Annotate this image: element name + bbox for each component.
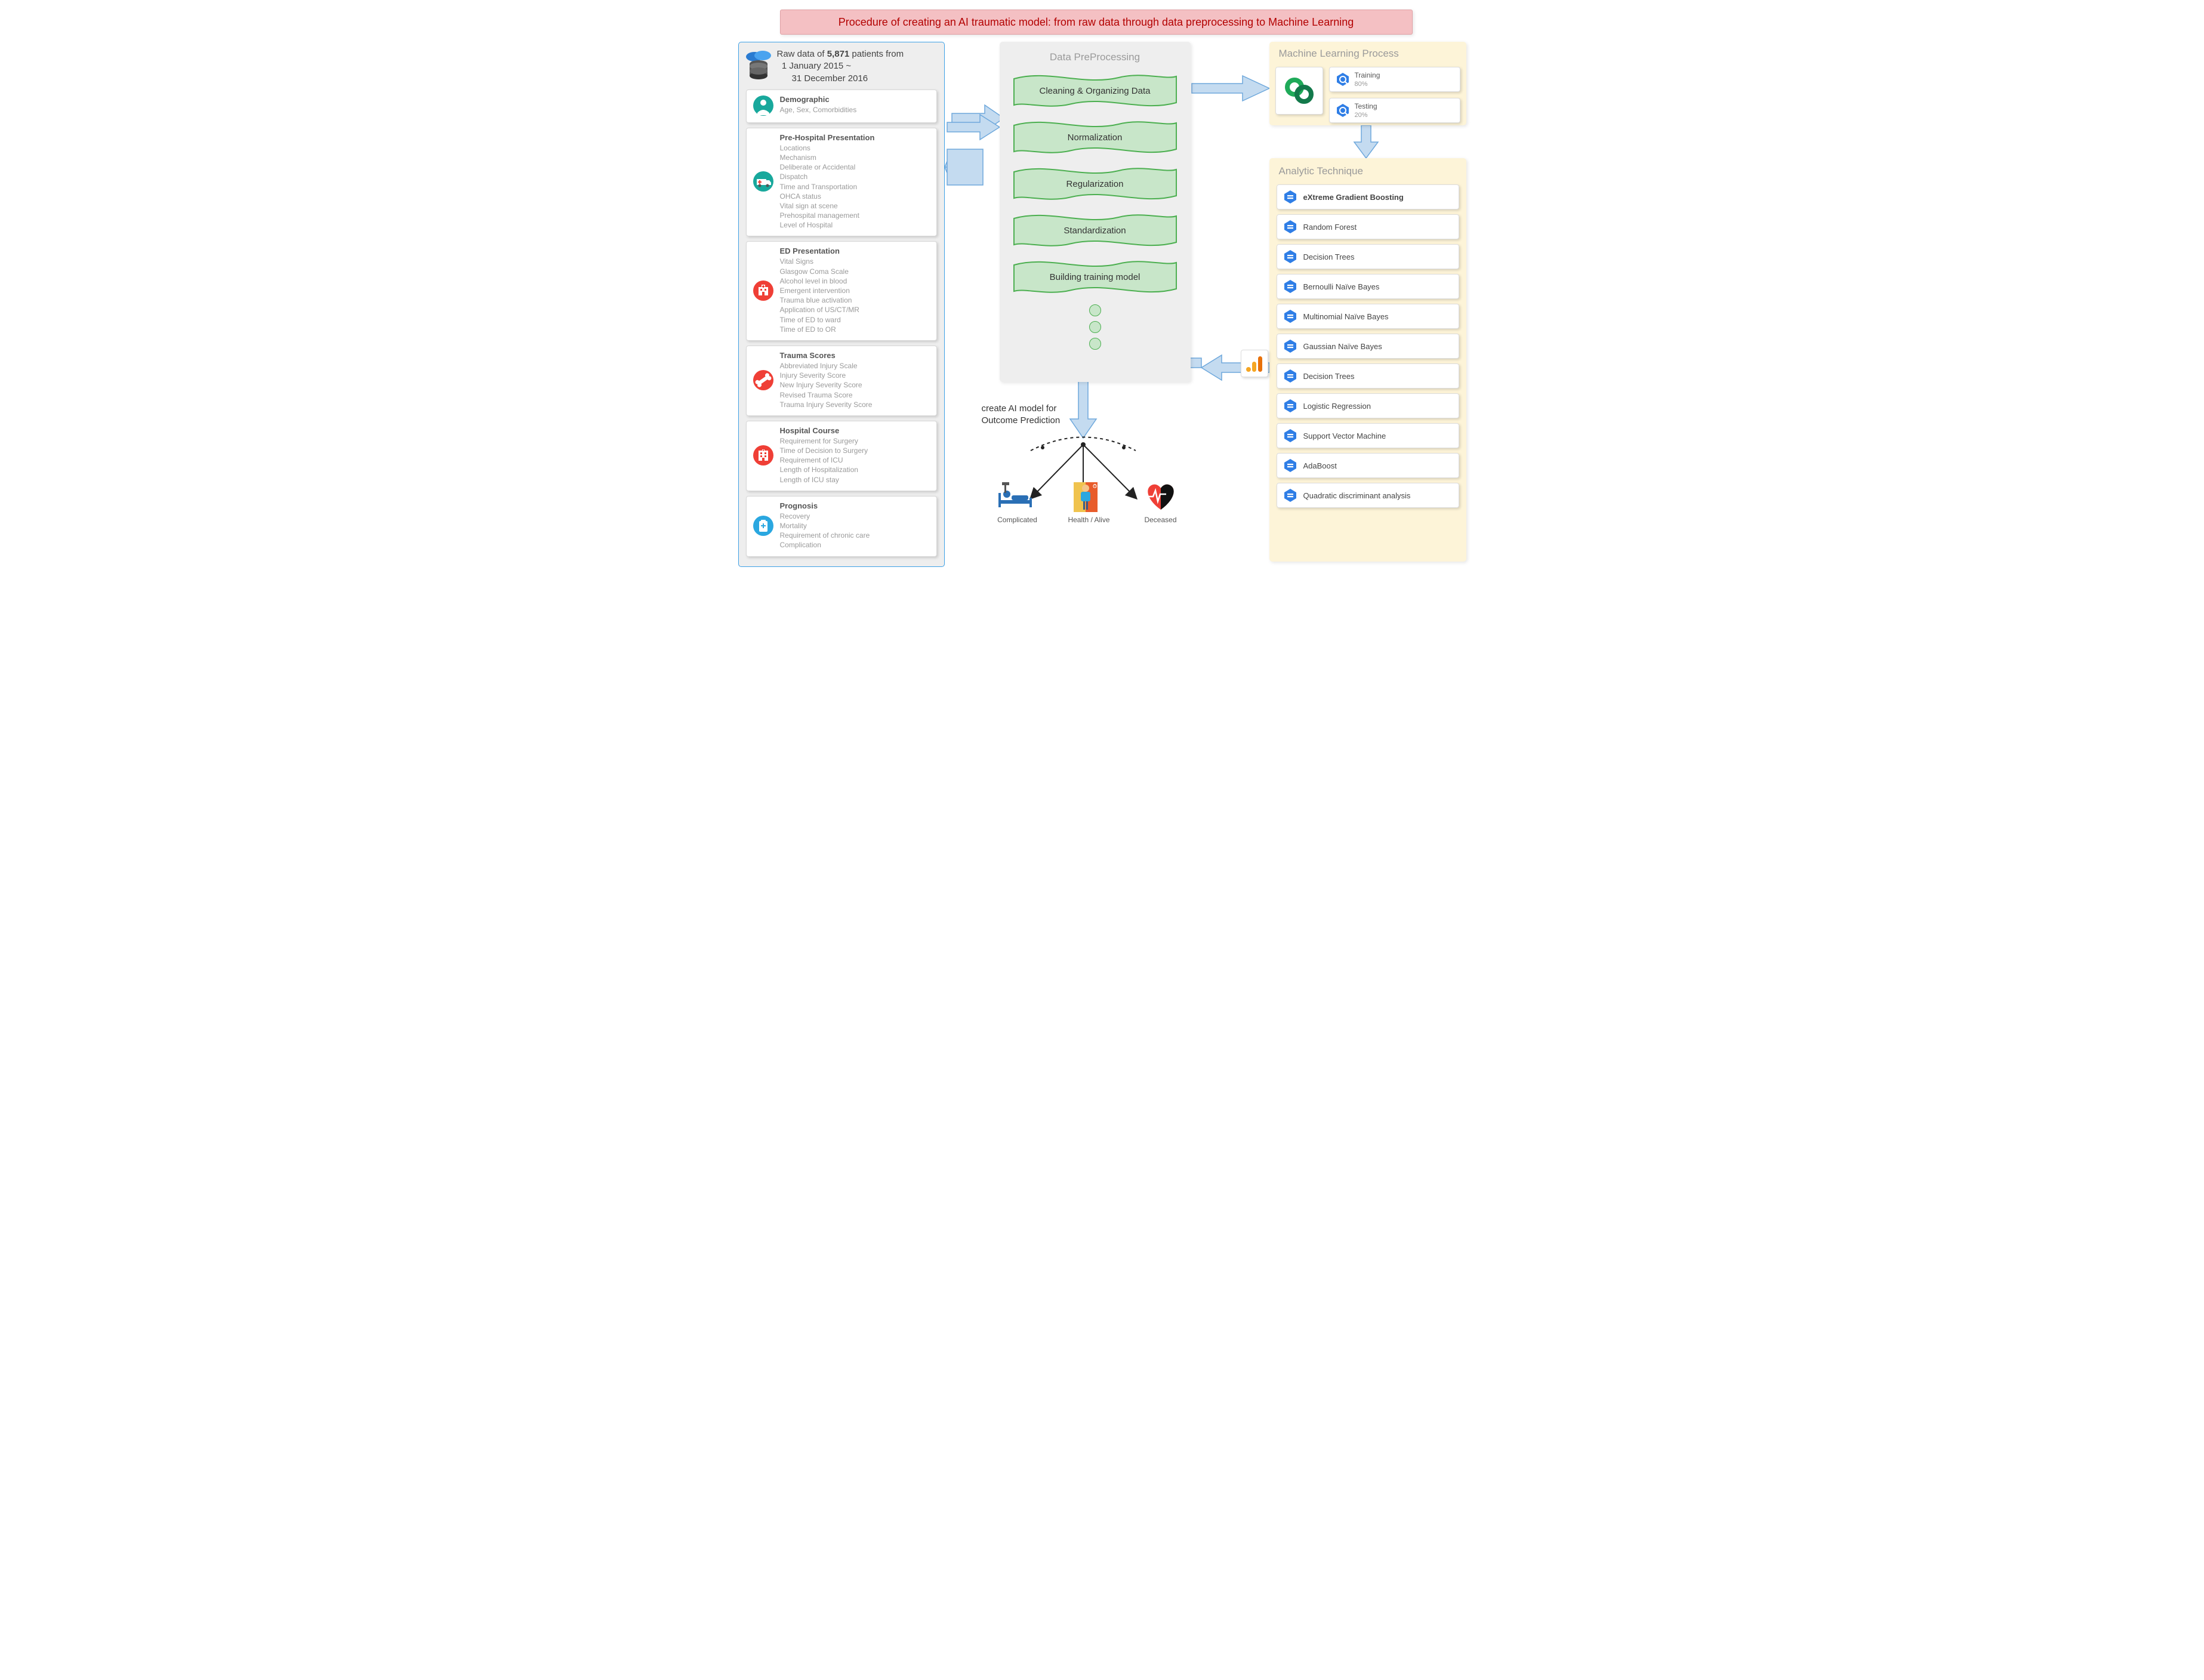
raw-card-title: Demographic bbox=[780, 95, 930, 104]
raw-card: Trauma Scores Abbreviated Injury ScaleIn… bbox=[746, 346, 937, 416]
analytic-technique-label: Logistic Regression bbox=[1303, 402, 1371, 411]
preprocess-step: Standardization bbox=[1013, 211, 1177, 249]
preprocess-step-label: Standardization bbox=[1064, 226, 1126, 236]
raw-card-title: Hospital Course bbox=[780, 426, 930, 435]
training-chip: Training80% bbox=[1329, 67, 1460, 92]
hex-icon bbox=[1283, 399, 1297, 413]
analytic-technique-panel: Analytic Technique eXtreme Gradient Boos… bbox=[1269, 158, 1466, 562]
analytic-technique-label: Decision Trees bbox=[1303, 372, 1355, 381]
testing-chip: Testing20% bbox=[1329, 98, 1460, 123]
hex-icon bbox=[1336, 72, 1350, 87]
hex-icon bbox=[1283, 279, 1297, 294]
analytic-technique-label: Random Forest bbox=[1303, 223, 1357, 232]
analytic-technique-item: AdaBoost bbox=[1277, 453, 1459, 478]
ml-process-panel: Machine Learning Process Training80% bbox=[1269, 42, 1466, 125]
hex-icon bbox=[1336, 103, 1350, 118]
analytic-technique-item: Decision Trees bbox=[1277, 363, 1459, 389]
analytic-technique-item: Gaussian Naïve Bayes bbox=[1277, 334, 1459, 359]
raw-card-sub: Age, Sex, Comorbidities bbox=[780, 105, 930, 115]
ml-process-title: Machine Learning Process bbox=[1279, 48, 1460, 60]
analytic-technique-item: Multinomial Naïve Bayes bbox=[1277, 304, 1459, 329]
preprocess-step: Regularization bbox=[1013, 165, 1177, 203]
hex-icon bbox=[1283, 190, 1297, 204]
outcome-label: Deceased bbox=[1140, 516, 1182, 524]
raw-card-title: Pre-Hospital Presentation bbox=[780, 133, 930, 142]
ambulance-icon bbox=[753, 133, 774, 230]
analytic-title: Analytic Technique bbox=[1279, 165, 1460, 177]
preprocess-step-label: Regularization bbox=[1066, 179, 1124, 189]
hex-icon bbox=[1283, 249, 1297, 264]
outcome-item: Deceased bbox=[1140, 480, 1182, 524]
analytic-technique-label: Multinomial Naïve Bayes bbox=[1303, 312, 1389, 321]
raw-card-title: Prognosis bbox=[780, 501, 930, 510]
analytic-technique-item: Decision Trees bbox=[1277, 244, 1459, 269]
raw-card: Demographic Age, Sex, Comorbidities bbox=[746, 90, 937, 123]
hospital-icon bbox=[753, 246, 774, 334]
raw-data-panel: Raw data of 5,871 patients from 1 Januar… bbox=[738, 42, 945, 567]
raw-card: Hospital Course Requirement for SurgeryT… bbox=[746, 421, 937, 491]
outcome-item: Health / Alive bbox=[1068, 480, 1109, 524]
raw-card-sub: Abbreviated Injury ScaleInjury Severity … bbox=[780, 361, 930, 409]
analytic-technique-label: Gaussian Naïve Bayes bbox=[1303, 342, 1382, 351]
raw-card: ED Presentation Vital SignsGlasgow Coma … bbox=[746, 241, 937, 341]
raw-card: Prognosis RecoveryMortalityRequirement o… bbox=[746, 496, 937, 557]
raw-data-header: Raw data of 5,871 patients from 1 Januar… bbox=[777, 48, 904, 85]
clipboard-icon bbox=[753, 501, 774, 550]
building-icon bbox=[753, 426, 774, 485]
raw-card: Pre-Hospital Presentation LocationsMecha… bbox=[746, 128, 937, 237]
hex-icon bbox=[1283, 429, 1297, 443]
hex-icon bbox=[1283, 309, 1297, 323]
preprocess-step: Normalization bbox=[1013, 118, 1177, 156]
analytic-technique-label: Quadratic discriminant analysis bbox=[1303, 491, 1411, 500]
raw-card-sub: Vital SignsGlasgow Coma ScaleAlcohol lev… bbox=[780, 257, 930, 334]
raw-card-sub: Requirement for SurgeryTime of Decision … bbox=[780, 436, 930, 485]
database-icon bbox=[745, 48, 772, 82]
hex-icon bbox=[1283, 458, 1297, 473]
preprocess-step-label: Normalization bbox=[1068, 132, 1123, 143]
analytics-icon bbox=[1241, 350, 1268, 377]
hex-icon bbox=[1283, 339, 1297, 353]
outcome-item: Complicated bbox=[996, 480, 1038, 524]
healthy-icon bbox=[1068, 480, 1109, 513]
bed-icon bbox=[996, 480, 1038, 513]
outcome-title: create AI model for Outcome Prediction bbox=[982, 403, 1197, 426]
preprocess-step: Cleaning & Organizing Data bbox=[1013, 72, 1177, 110]
preprocessing-title: Data PreProcessing bbox=[1010, 51, 1180, 63]
raw-card-sub: RecoveryMortalityRequirement of chronic … bbox=[780, 511, 930, 550]
outcome-label: Complicated bbox=[996, 516, 1038, 524]
analytic-technique-item: Random Forest bbox=[1277, 214, 1459, 239]
analytic-technique-label: eXtreme Gradient Boosting bbox=[1303, 193, 1404, 202]
preprocess-step-label: Cleaning & Organizing Data bbox=[1040, 86, 1151, 96]
analytic-technique-label: AdaBoost bbox=[1303, 461, 1337, 470]
page-title: Procedure of creating an AI traumatic mo… bbox=[780, 10, 1413, 35]
ml-pipeline-icon bbox=[1275, 67, 1323, 115]
hex-icon bbox=[1283, 369, 1297, 383]
preprocess-step-label: Building training model bbox=[1050, 272, 1140, 282]
preprocessing-panel: Data PreProcessing Cleaning & Organizing… bbox=[1000, 42, 1191, 382]
analytic-technique-item: Bernoulli Naïve Bayes bbox=[1277, 274, 1459, 299]
outcome-label: Health / Alive bbox=[1068, 516, 1109, 524]
analytic-technique-item: Quadratic discriminant analysis bbox=[1277, 483, 1459, 508]
analytic-technique-label: Support Vector Machine bbox=[1303, 431, 1386, 440]
heart-icon bbox=[1140, 480, 1182, 513]
user-icon bbox=[753, 95, 774, 116]
raw-card-title: Trauma Scores bbox=[780, 351, 930, 360]
hex-icon bbox=[1283, 220, 1297, 234]
analytic-technique-item: Support Vector Machine bbox=[1277, 423, 1459, 448]
analytic-technique-item: Logistic Regression bbox=[1277, 393, 1459, 418]
analytic-technique-item: eXtreme Gradient Boosting bbox=[1277, 184, 1459, 209]
raw-card-title: ED Presentation bbox=[780, 246, 930, 255]
outcome-panel: create AI model for Outcome Prediction C… bbox=[982, 403, 1197, 524]
raw-card-sub: LocationsMechanismDeliberate or Accident… bbox=[780, 143, 930, 230]
hex-icon bbox=[1283, 488, 1297, 503]
preprocess-step: Building training model bbox=[1013, 258, 1177, 296]
analytic-technique-label: Bernoulli Naïve Bayes bbox=[1303, 282, 1380, 291]
ellipsis-dots bbox=[1010, 304, 1180, 350]
bone-icon bbox=[753, 351, 774, 409]
analytic-technique-label: Decision Trees bbox=[1303, 252, 1355, 261]
